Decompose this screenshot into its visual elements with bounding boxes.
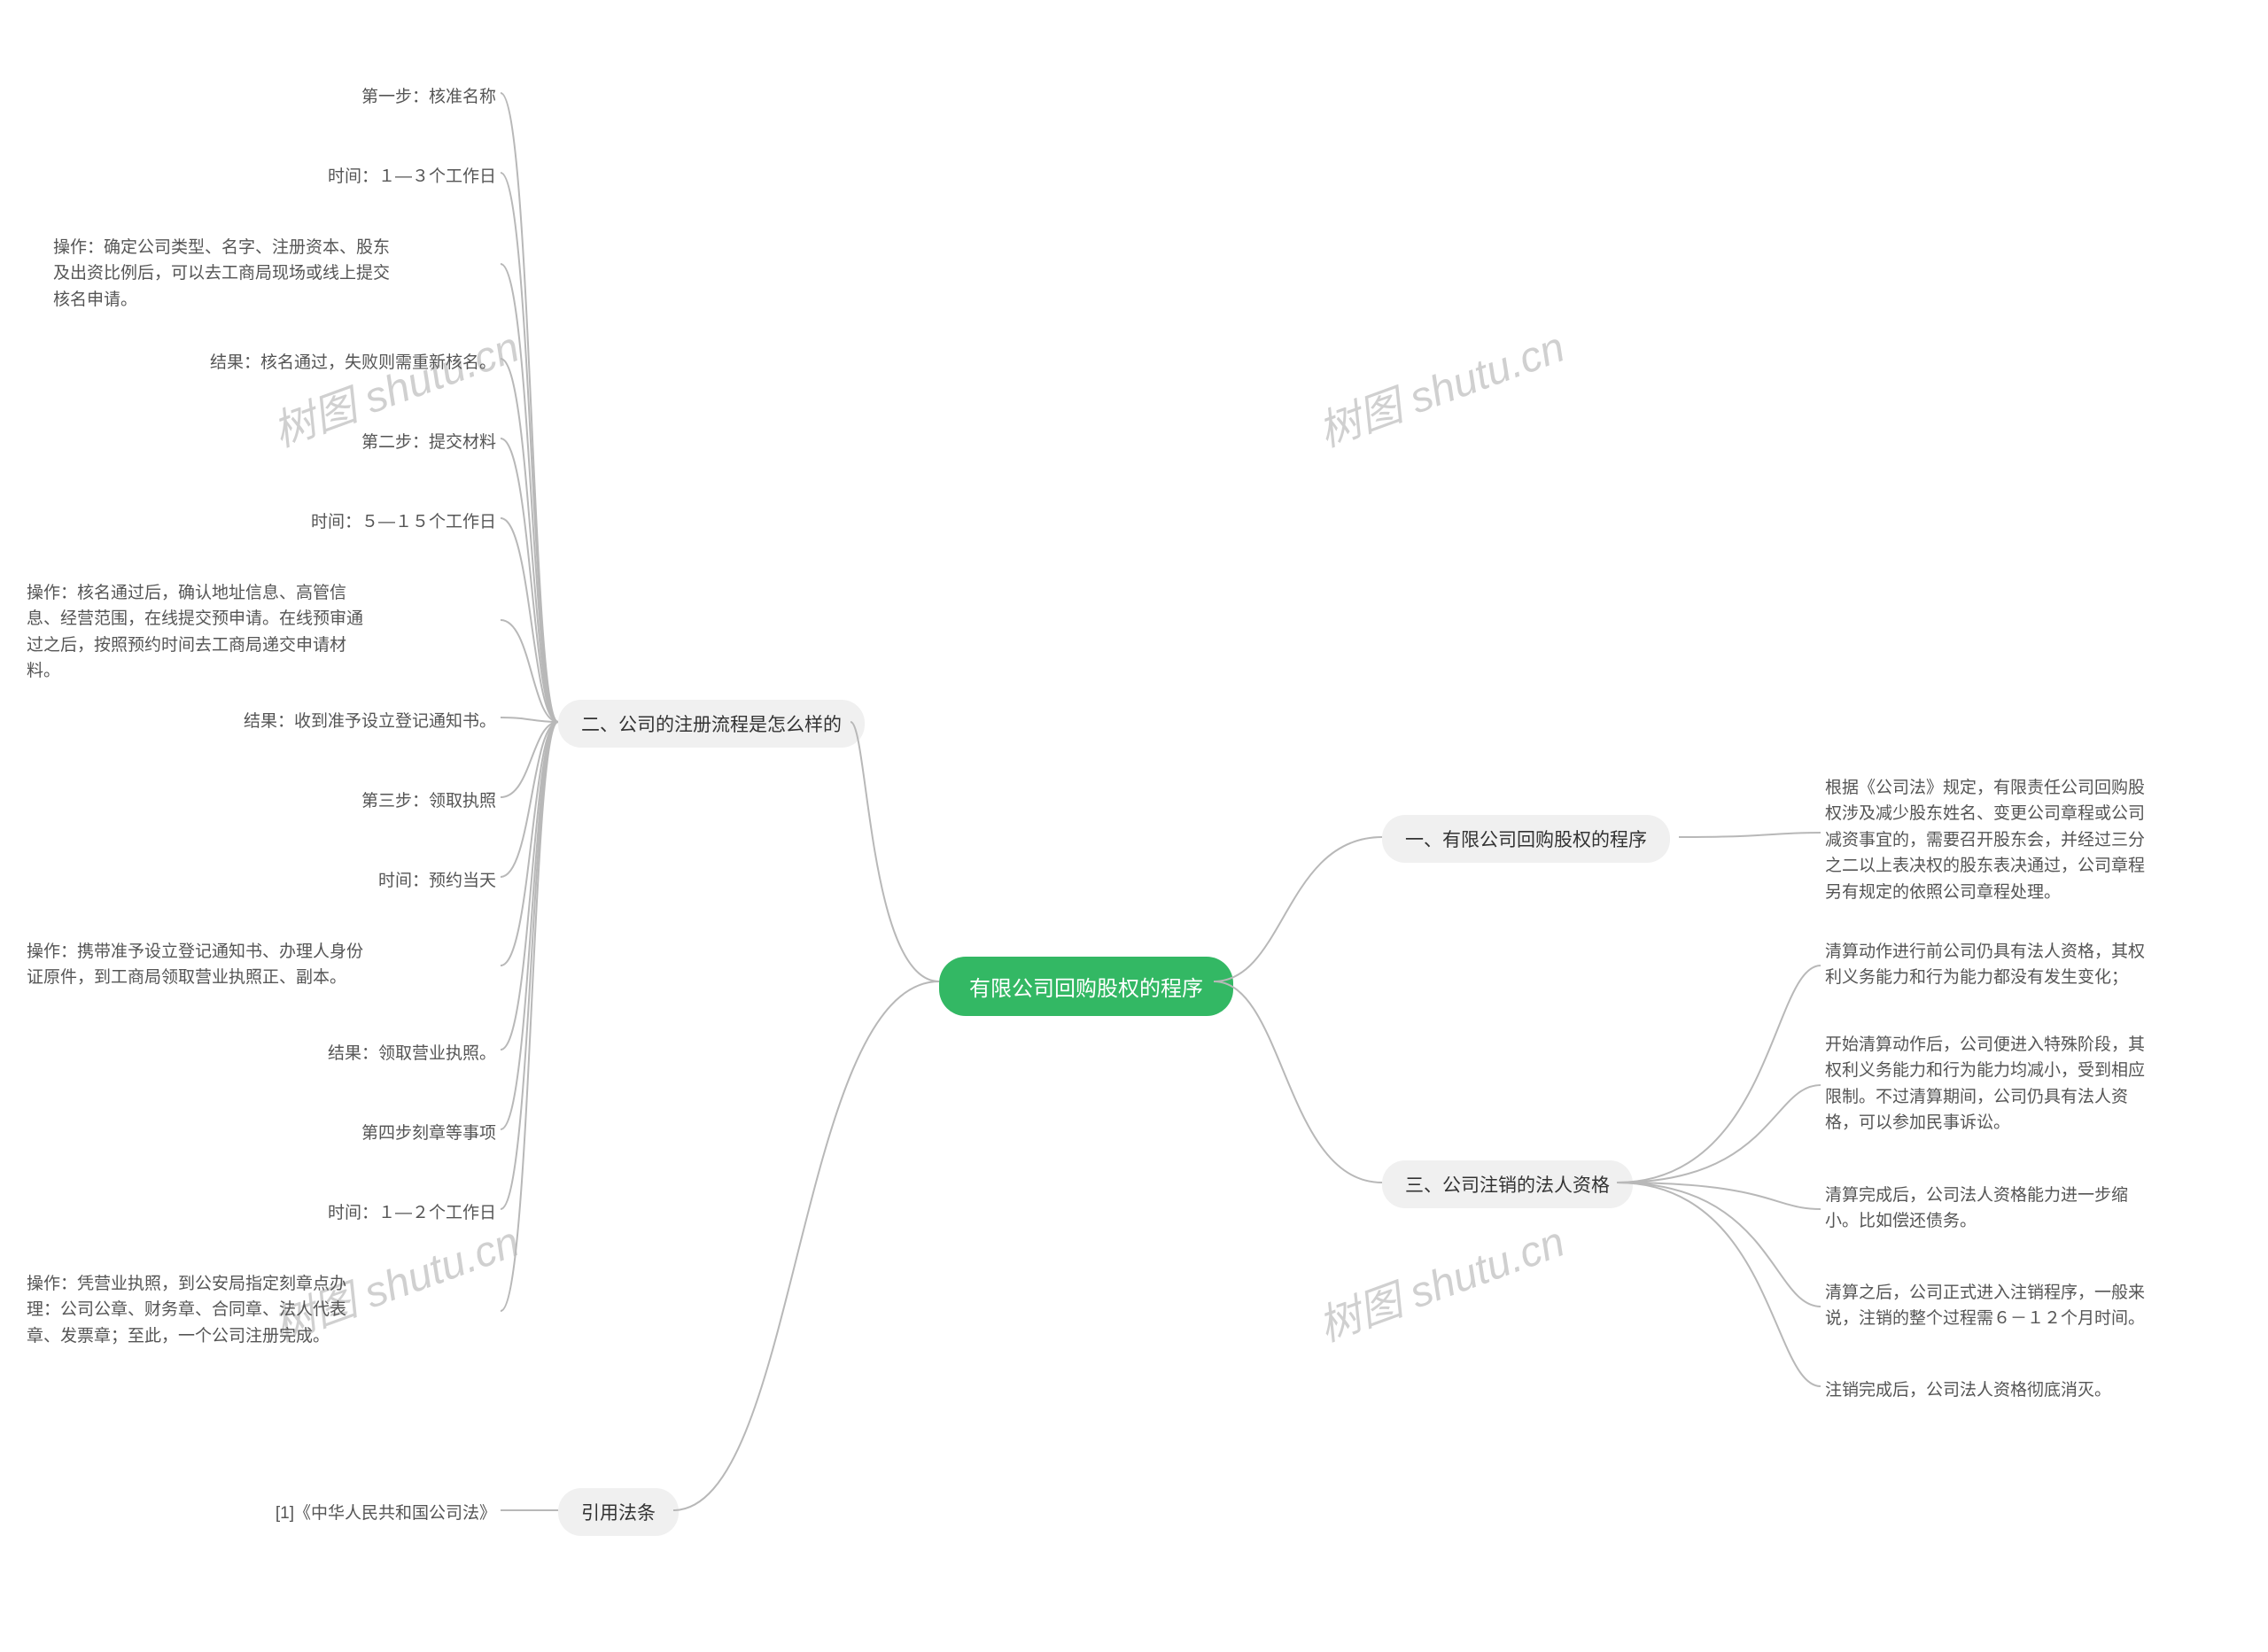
leaf: 注销完成后，公司法人资格彻底消灭。	[1825, 1377, 2111, 1403]
leaf: 时间：５—１５个工作日	[217, 509, 496, 535]
branch-citation[interactable]: 引用法条	[558, 1488, 679, 1536]
leaf: 操作：核名通过后，确认地址信息、高管信息、经营范围，在线提交预申请。在线预审通过…	[27, 580, 372, 685]
leaf: [1]《中华人民共和国公司法》	[221, 1501, 496, 1526]
leaf: 清算动作进行前公司仍具有法人资格，其权利义务能力和行为能力都没有发生变化；	[1825, 939, 2153, 991]
leaf: 清算之后，公司正式进入注销程序，一般来说，注销的整个过程需６－１２个月时间。	[1825, 1280, 2153, 1332]
branch-registration[interactable]: 二、公司的注册流程是怎么样的	[558, 700, 865, 748]
leaf: 第二步：提交材料	[292, 430, 496, 455]
root-node[interactable]: 有限公司回购股权的程序	[939, 957, 1233, 1016]
branch-deregistration[interactable]: 三、公司注销的法人资格	[1382, 1160, 1633, 1208]
watermark: 树图 shutu.cn	[1309, 1206, 1572, 1353]
branch-buyback[interactable]: 一、有限公司回购股权的程序	[1382, 815, 1670, 863]
leaf: 第三步：领取执照	[292, 788, 496, 814]
leaf: 操作：携带准予设立登记通知书、办理人身份证原件，到工商局领取营业执照正、副本。	[27, 939, 372, 991]
leaf: 开始清算动作后，公司便进入特殊阶段，其权利义务能力和行为能力均减小，受到相应限制…	[1825, 1032, 2153, 1136]
leaf: 操作：确定公司类型、名字、注册资本、股东及出资比例后，可以去工商局现场或线上提交…	[53, 235, 399, 313]
leaf: 第一步：核准名称	[292, 84, 496, 110]
leaf: 第四步刻章等事项	[266, 1121, 496, 1146]
leaf: 结果：收到准予设立登记通知书。	[204, 709, 496, 734]
watermark: 树图 shutu.cn	[1309, 312, 1572, 458]
leaf: 操作：凭营业执照，到公安局指定刻章点办理：公司公章、财务章、合同章、法人代表章、…	[27, 1271, 372, 1349]
leaf: 结果：核名通过，失败则需重新核名。	[190, 350, 496, 376]
leaf: 结果：领取营业执照。	[266, 1041, 496, 1066]
leaf: 根据《公司法》规定，有限责任公司回购股权涉及减少股东姓名、变更公司章程或公司减资…	[1825, 775, 2153, 905]
leaf: 清算完成后，公司法人资格能力进一步缩小。比如偿还债务。	[1825, 1183, 2153, 1235]
leaf: 时间：预约当天	[292, 868, 496, 894]
leaf: 时间：１—３个工作日	[239, 164, 496, 190]
leaf: 时间：１—２个工作日	[239, 1200, 496, 1226]
